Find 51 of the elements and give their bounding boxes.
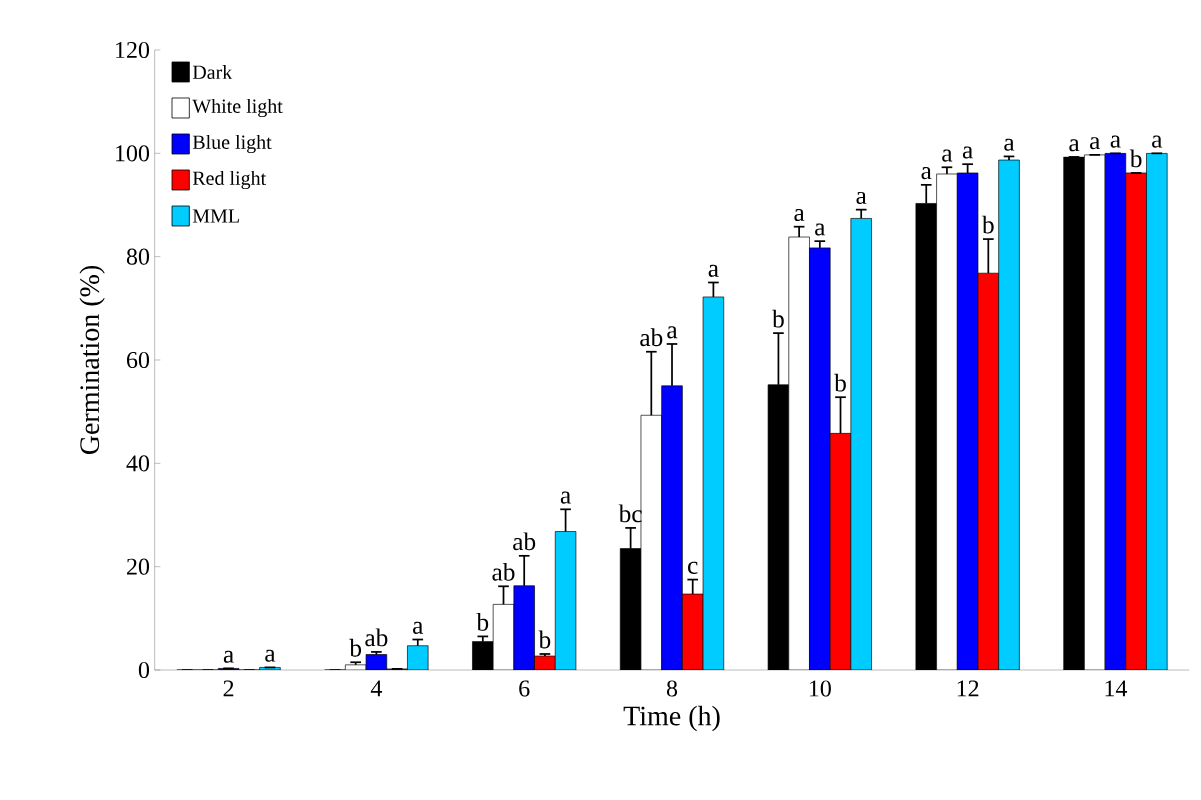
data-label: a bbox=[856, 191, 867, 205]
x-axis-title: Time (h) bbox=[623, 705, 720, 732]
data-label: a bbox=[1110, 135, 1121, 148]
data-label: a bbox=[223, 650, 234, 663]
data-label: a bbox=[708, 264, 719, 277]
data-label: a bbox=[1090, 137, 1101, 150]
data-label: a bbox=[1152, 135, 1163, 148]
y-tick-label: 100 bbox=[116, 145, 150, 162]
legend-label: Blue light bbox=[192, 134, 272, 154]
data-label: b bbox=[834, 373, 846, 392]
data-label: a bbox=[1004, 138, 1015, 151]
data-label: a bbox=[921, 167, 932, 180]
data-label: b bbox=[476, 613, 489, 631]
y-axis-title: Germination (%) bbox=[79, 265, 105, 455]
data-label: a bbox=[265, 649, 276, 662]
x-tick-label: 10 bbox=[809, 680, 831, 697]
x-tick-label: 6 bbox=[519, 680, 530, 697]
data-label: b bbox=[772, 309, 784, 328]
data-label: a bbox=[942, 149, 953, 162]
data-label: ab bbox=[513, 532, 536, 551]
legend-label: White light bbox=[192, 98, 283, 118]
data-label: a bbox=[413, 621, 424, 634]
x-tick-label: 4 bbox=[370, 680, 383, 697]
data-label: ab bbox=[640, 328, 663, 347]
data-label: a bbox=[794, 208, 805, 222]
data-label: ab bbox=[492, 562, 515, 581]
data-label: b bbox=[1129, 149, 1142, 168]
data-label: a bbox=[667, 326, 678, 339]
legend-label: MML bbox=[192, 209, 239, 223]
x-tick-label: 12 bbox=[957, 680, 979, 697]
y-tick-label: 40 bbox=[126, 455, 150, 472]
x-tick-label: 14 bbox=[1105, 680, 1128, 697]
legend-label: Red light bbox=[192, 170, 267, 190]
y-tick-label: 80 bbox=[126, 248, 150, 265]
y-tick-label: 0 bbox=[138, 661, 150, 679]
data-label: c bbox=[688, 561, 698, 574]
legend-label: Dark bbox=[192, 64, 233, 80]
y-tick-label: 60 bbox=[126, 351, 150, 369]
x-tick-label: 2 bbox=[223, 680, 234, 697]
data-label: b bbox=[538, 630, 551, 649]
data-label: a bbox=[815, 223, 826, 236]
x-tick-label: 8 bbox=[666, 680, 678, 697]
y-tick-label: 20 bbox=[127, 558, 150, 575]
data-label: b bbox=[349, 638, 362, 657]
data-label: a bbox=[1069, 139, 1080, 152]
data-label: ab bbox=[365, 628, 388, 647]
data-label: a bbox=[962, 146, 973, 159]
data-label: a bbox=[560, 491, 571, 504]
y-tick-label: 120 bbox=[116, 41, 150, 59]
data-label: bc bbox=[618, 504, 642, 523]
data-label: b bbox=[981, 215, 994, 234]
